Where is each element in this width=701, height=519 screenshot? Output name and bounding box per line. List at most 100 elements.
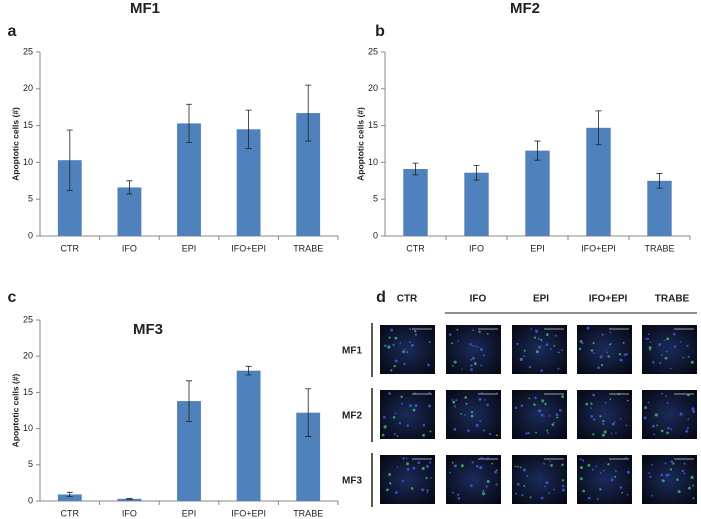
- chart-title: MF1: [130, 0, 160, 17]
- y-tick-label: 5: [28, 459, 33, 469]
- cell: [592, 352, 595, 355]
- cell: [592, 418, 596, 421]
- cell: [403, 348, 406, 351]
- cell: [414, 330, 417, 333]
- cell: [665, 350, 668, 353]
- cell: [535, 431, 537, 434]
- cell: [690, 475, 694, 479]
- cell: [667, 426, 670, 430]
- cell: [685, 393, 688, 396]
- cell: [599, 355, 603, 359]
- micrograph: [642, 390, 697, 439]
- cell: [661, 354, 663, 356]
- cell: [553, 344, 556, 347]
- cell: [685, 429, 689, 433]
- x-tick-label: IFO: [122, 243, 137, 253]
- y-tick-label: 20: [368, 83, 378, 93]
- cell: [525, 432, 528, 435]
- cell: [557, 367, 560, 370]
- x-tick-label: CTR: [61, 508, 80, 518]
- cell: [398, 422, 402, 425]
- cell: [599, 415, 602, 418]
- cell: [555, 413, 559, 417]
- cell: [602, 423, 605, 426]
- bar: [57, 494, 82, 501]
- cell: [452, 491, 455, 494]
- column-header: EPI: [533, 294, 549, 305]
- cell: [479, 347, 483, 351]
- x-tick-label: CTR: [406, 243, 425, 253]
- bar: [177, 401, 201, 501]
- cell: [600, 363, 604, 367]
- cell: [519, 466, 522, 469]
- y-tick-label: 5: [373, 194, 378, 204]
- cell: [449, 471, 451, 474]
- cell: [670, 428, 673, 431]
- cell: [656, 424, 658, 427]
- cell: [388, 392, 391, 395]
- cell: [549, 460, 551, 463]
- column-header: IFO: [470, 294, 487, 305]
- cell: [537, 409, 541, 412]
- cell: [515, 492, 518, 495]
- cell: [489, 432, 492, 436]
- micrograph: [512, 390, 567, 439]
- cell: [473, 362, 477, 366]
- cell: [670, 367, 672, 370]
- micrograph: [446, 325, 501, 374]
- cell: [623, 353, 627, 357]
- cell: [620, 359, 623, 362]
- y-tick-label: 5: [28, 194, 33, 204]
- cell: [414, 404, 418, 408]
- cell: [381, 433, 385, 437]
- cell: [460, 412, 463, 415]
- cell: [523, 484, 526, 487]
- cell: [394, 491, 398, 495]
- micrograph: [577, 455, 632, 504]
- cell: [528, 365, 532, 369]
- cell: [682, 356, 685, 359]
- cell: [626, 353, 629, 356]
- cell: [414, 333, 418, 337]
- cell: [529, 496, 532, 499]
- cell: [386, 488, 389, 492]
- y-tick-label: 0: [28, 495, 33, 505]
- cell: [580, 466, 584, 470]
- cell: [390, 328, 394, 332]
- cell: [392, 416, 396, 419]
- cell: [534, 396, 537, 400]
- cell: [448, 333, 452, 337]
- cell: [401, 480, 404, 483]
- cell: [387, 345, 391, 349]
- cell: [654, 413, 658, 417]
- cell: [406, 424, 410, 427]
- cell: [561, 395, 565, 399]
- cell: [561, 349, 563, 351]
- cell: [412, 408, 416, 412]
- cell: [690, 360, 694, 364]
- bar: [464, 172, 489, 236]
- cell: [393, 432, 396, 435]
- cell: [658, 343, 662, 347]
- chart-title: MF2: [510, 0, 540, 17]
- cell: [606, 351, 609, 354]
- cell: [486, 332, 489, 335]
- cell: [545, 333, 549, 336]
- cell: [455, 399, 458, 402]
- error-bar: [66, 491, 73, 498]
- cell: [516, 482, 520, 486]
- cell: [556, 416, 559, 419]
- cell: [520, 357, 523, 361]
- cell: [687, 418, 690, 421]
- cell: [582, 489, 585, 493]
- cell: [611, 422, 615, 426]
- cell: [626, 493, 629, 496]
- cell: [409, 327, 412, 331]
- cell: [425, 476, 428, 480]
- micrograph: [380, 325, 435, 374]
- cell: [406, 462, 410, 466]
- cell: [610, 432, 613, 435]
- cell: [687, 393, 690, 397]
- cell: [410, 487, 414, 490]
- row-label: MF2: [342, 411, 362, 422]
